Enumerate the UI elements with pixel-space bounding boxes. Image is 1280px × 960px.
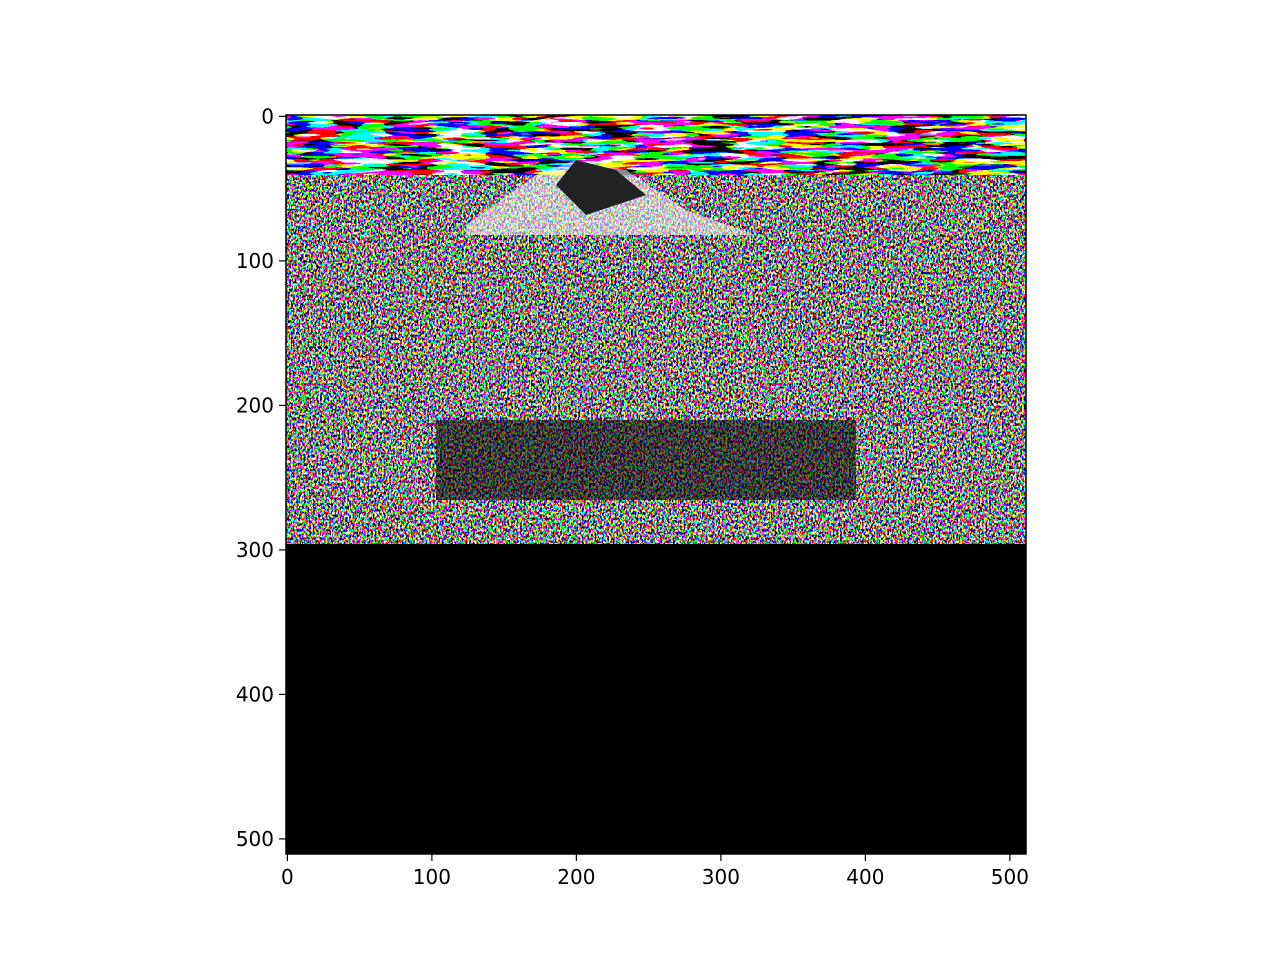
y-tick-label: 500 bbox=[236, 827, 274, 851]
x-tick-label: 200 bbox=[557, 865, 595, 889]
y-tick-label: 300 bbox=[236, 538, 274, 562]
x-axis: 0 100 200 300 400 500 bbox=[281, 854, 1029, 889]
y-tick-label: 100 bbox=[236, 249, 274, 273]
x-tick-label: 500 bbox=[991, 865, 1029, 889]
x-tick-label: 100 bbox=[413, 865, 451, 889]
axes-frame bbox=[285, 114, 1027, 855]
y-tick-label: 200 bbox=[236, 393, 274, 417]
x-tick-label: 400 bbox=[846, 865, 884, 889]
y-tick-label: 0 bbox=[261, 104, 274, 128]
x-tick-label: 300 bbox=[702, 865, 740, 889]
landscape-image bbox=[286, 115, 1026, 544]
lake bbox=[436, 420, 856, 500]
axes: 0 100 200 300 400 500 bbox=[236, 104, 1029, 889]
y-axis: 0 100 200 300 400 500 bbox=[236, 104, 286, 851]
x-tick-label: 0 bbox=[281, 865, 294, 889]
y-tick-label: 400 bbox=[236, 682, 274, 706]
